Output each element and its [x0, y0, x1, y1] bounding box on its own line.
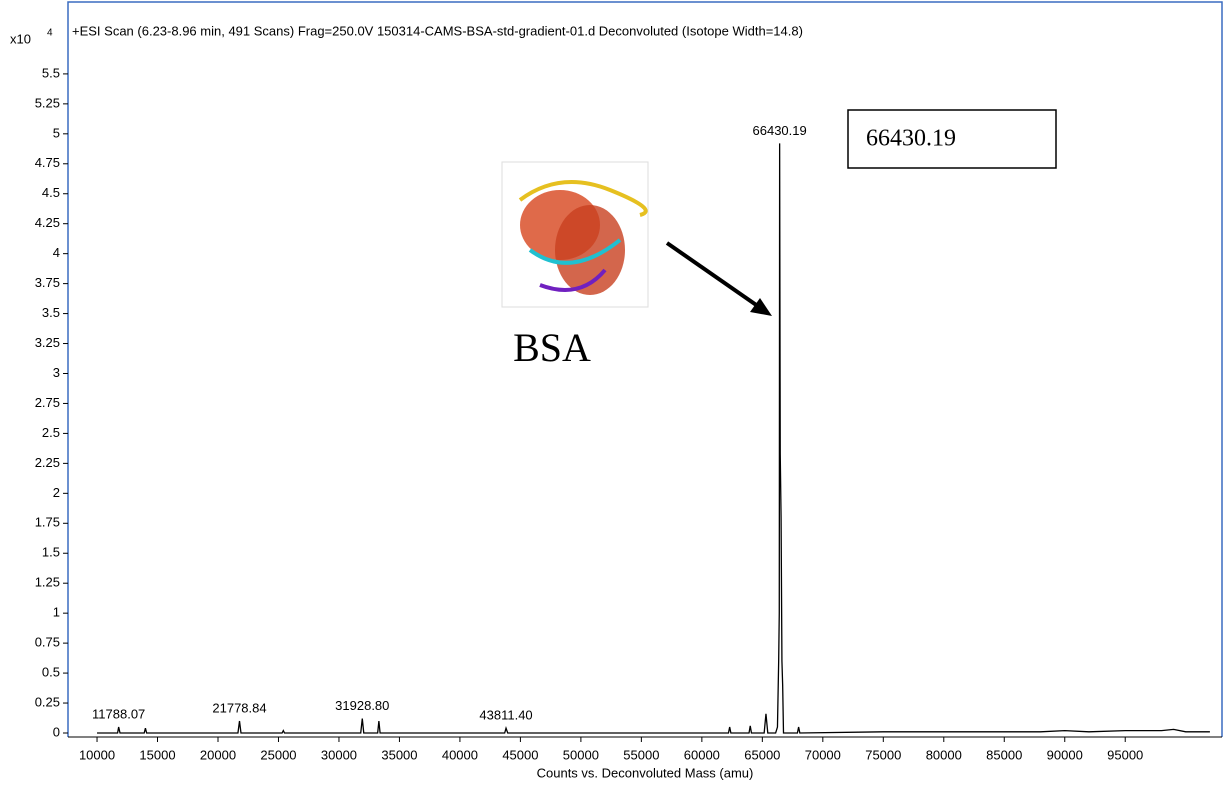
y-tick-label: 5.5	[42, 65, 60, 80]
chart: +ESI Scan (6.23-8.96 min, 491 Scans) Fra…	[0, 0, 1226, 785]
y-tick-label: 3.25	[35, 335, 60, 350]
x-tick-label: 60000	[684, 747, 720, 762]
x-tick-label: 75000	[865, 747, 901, 762]
y-tick-label: 4.75	[35, 155, 60, 170]
x-tick-label: 55000	[623, 747, 659, 762]
y-tick-label: 5.25	[35, 95, 60, 110]
y-tick-label: 4.5	[42, 185, 60, 200]
y-tick-label: 2	[53, 485, 60, 500]
y-tick-label: 3	[53, 365, 60, 380]
x-tick-label: 25000	[260, 747, 296, 762]
y-tick-label: 1.75	[35, 515, 60, 530]
x-tick-label: 45000	[502, 747, 538, 762]
peak-label: 21778.84	[212, 700, 266, 715]
x-tick-label: 95000	[1107, 747, 1143, 762]
y-tick-label: 0.75	[35, 635, 60, 650]
y-tick-label: 3.5	[42, 305, 60, 320]
x-tick-label: 15000	[139, 747, 175, 762]
peak-label: 11788.07	[92, 706, 145, 721]
x-tick-label: 10000	[79, 747, 115, 762]
y-tick-label: 2.25	[35, 455, 60, 470]
x-tick-label: 90000	[1047, 747, 1083, 762]
peak-label: 31928.80	[335, 698, 389, 713]
y-tick-label: 2.5	[42, 425, 60, 440]
x-tick-label: 50000	[563, 747, 599, 762]
x-tick-label: 65000	[744, 747, 780, 762]
y-tick-label: 1.5	[42, 545, 60, 560]
callout-text: 66430.19	[866, 126, 956, 152]
x-tick-label: 30000	[321, 747, 357, 762]
y-tick-label: 1.25	[35, 575, 60, 590]
y-tick-label: 0.25	[35, 694, 60, 709]
x-tick-label: 70000	[805, 747, 841, 762]
protein-label: BSA	[513, 325, 591, 370]
y-tick-label: 4.25	[35, 215, 60, 230]
y-tick-label: 0.5	[42, 665, 60, 680]
y-tick-label: 3.75	[35, 275, 60, 290]
protein-image	[502, 162, 648, 307]
x-tick-label: 80000	[926, 747, 962, 762]
x-tick-label: 35000	[381, 747, 417, 762]
y-tick-label: 2.75	[35, 395, 60, 410]
x-axis-label: Counts vs. Deconvoluted Mass (amu)	[537, 765, 754, 780]
peak-label: 66430.19	[753, 123, 807, 138]
x-tick-label: 20000	[200, 747, 236, 762]
y-tick-label: 0	[53, 724, 60, 739]
y-unit: x10	[10, 31, 31, 46]
y-tick-label: 4	[53, 245, 60, 260]
peak-label: 43811.40	[479, 708, 532, 723]
x-tick-label: 85000	[986, 747, 1022, 762]
chart-title: +ESI Scan (6.23-8.96 min, 491 Scans) Fra…	[72, 23, 803, 38]
x-tick-label: 40000	[442, 747, 478, 762]
y-tick-label: 1	[53, 605, 60, 620]
y-unit-exponent: 4	[47, 28, 53, 39]
y-tick-label: 5	[53, 125, 60, 140]
